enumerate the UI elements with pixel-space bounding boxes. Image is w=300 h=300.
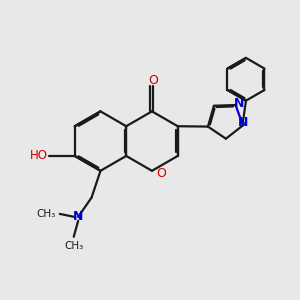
Text: N: N xyxy=(234,97,244,110)
Text: CH₃: CH₃ xyxy=(37,209,56,219)
Text: HO: HO xyxy=(30,149,48,162)
Text: O: O xyxy=(156,167,166,180)
Text: O: O xyxy=(148,74,158,87)
Text: N: N xyxy=(73,210,83,223)
Text: CH₃: CH₃ xyxy=(64,241,83,251)
Text: N: N xyxy=(238,116,248,129)
